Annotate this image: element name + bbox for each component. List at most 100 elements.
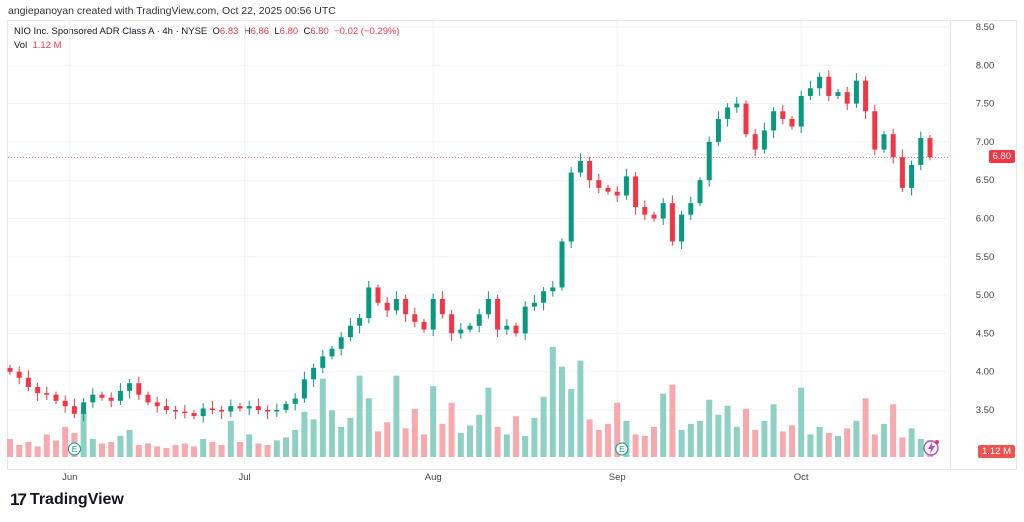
x-tick-label: Jul [239, 472, 251, 483]
candle-body [393, 298, 399, 311]
volume-bar [53, 440, 59, 457]
volume-bar [522, 435, 529, 457]
low-value: 6.80 [279, 26, 299, 37]
candle-body [357, 318, 363, 326]
volume-bar [881, 423, 887, 457]
x-tick-label: Aug [425, 472, 442, 483]
volume-bar [365, 398, 372, 457]
candle-body [99, 394, 105, 398]
volume-bar [347, 417, 354, 457]
y-tick-label: 5.50 [976, 252, 995, 263]
symbol-title[interactable]: NIO Inc. Sponsored ADR Class A · 4h · NY… [14, 26, 208, 37]
earnings-marker-label: E [619, 445, 624, 454]
volume-bar [255, 443, 262, 457]
volume-bar [651, 426, 657, 457]
candle-body [200, 408, 206, 417]
candle-body [881, 134, 887, 150]
volume-bar [384, 422, 391, 457]
candle-body [283, 403, 289, 410]
price-axis[interactable] [950, 20, 1017, 470]
candle-body [596, 180, 602, 188]
volume-bar [439, 423, 446, 457]
y-tick-label: 6.50 [976, 175, 995, 186]
volume-bar [494, 426, 501, 457]
candle-body [403, 298, 409, 315]
lightning-bolt-icon [928, 442, 935, 454]
change-value: −0.02 (−0.29%) [334, 26, 400, 37]
chart-pane[interactable] [7, 20, 951, 470]
volume-value: 1.12 M [32, 40, 62, 51]
candle-body [752, 134, 758, 150]
candle-body [550, 287, 556, 292]
volume-bar [476, 414, 483, 457]
volume-bar [310, 419, 317, 457]
volume-bar [89, 438, 96, 457]
volume-bar [411, 408, 418, 457]
candle-body [872, 111, 878, 150]
candle-body [761, 130, 767, 150]
volume-bar [917, 438, 924, 457]
volume-bar [301, 411, 308, 457]
candle-body [559, 241, 565, 288]
candle-body [127, 383, 133, 391]
candle-body [798, 95, 804, 127]
candle-body [577, 161, 583, 173]
volume-bar [908, 428, 915, 457]
candle-body [771, 111, 777, 131]
candle-body [706, 141, 712, 181]
volume-bar [108, 441, 115, 457]
volume-bar [16, 444, 23, 457]
volume-bar [467, 425, 473, 457]
volume-bar [614, 402, 621, 457]
candle-body [16, 371, 22, 378]
candle-body [338, 337, 344, 349]
candle-body [918, 138, 924, 165]
volume-bar [181, 443, 188, 457]
candle-body [384, 302, 390, 311]
candle-body [633, 176, 639, 208]
candle-body [642, 207, 648, 215]
volume-bar [319, 378, 326, 457]
volume-bar [513, 416, 519, 457]
volume-bar [172, 444, 179, 457]
candle-body [25, 377, 31, 388]
volume-bar [835, 435, 841, 457]
notification-dot [935, 440, 939, 444]
candle-body [117, 390, 123, 401]
candle-body [780, 111, 786, 119]
volume-bar [421, 434, 427, 457]
volume-bar [595, 429, 602, 457]
volume-bar [227, 420, 234, 457]
candle-body [347, 325, 353, 338]
volume-bar [145, 443, 151, 457]
candle-body [587, 161, 593, 181]
candle-body [890, 134, 896, 158]
volume-bar [126, 429, 133, 457]
candle-body [265, 410, 271, 412]
candle-body [228, 406, 234, 412]
candle-body [605, 187, 611, 192]
candle-body [412, 314, 418, 322]
candle-body [826, 76, 832, 96]
candle-body [163, 406, 169, 410]
candle-body [320, 356, 326, 368]
candle-body [844, 92, 850, 104]
x-tick-label: Oct [794, 472, 809, 483]
candle-body [301, 379, 307, 399]
volume-bar [559, 366, 565, 457]
volume-bar [25, 441, 32, 457]
tradingview-logo[interactable]: 17 TradingView [10, 490, 124, 509]
volume-bar [292, 429, 299, 457]
volume-legend: Vol 1.12 M [14, 40, 62, 51]
candle-body [568, 172, 574, 242]
volume-bar [641, 435, 648, 457]
candle-body [108, 397, 114, 401]
candle-body [329, 348, 335, 357]
candle-body [715, 118, 721, 142]
x-tick-label: Sep [609, 472, 626, 483]
high-value: 6.86 [250, 26, 270, 37]
volume-bar [356, 375, 363, 457]
candle-body [531, 302, 537, 307]
candle-body [476, 314, 482, 326]
